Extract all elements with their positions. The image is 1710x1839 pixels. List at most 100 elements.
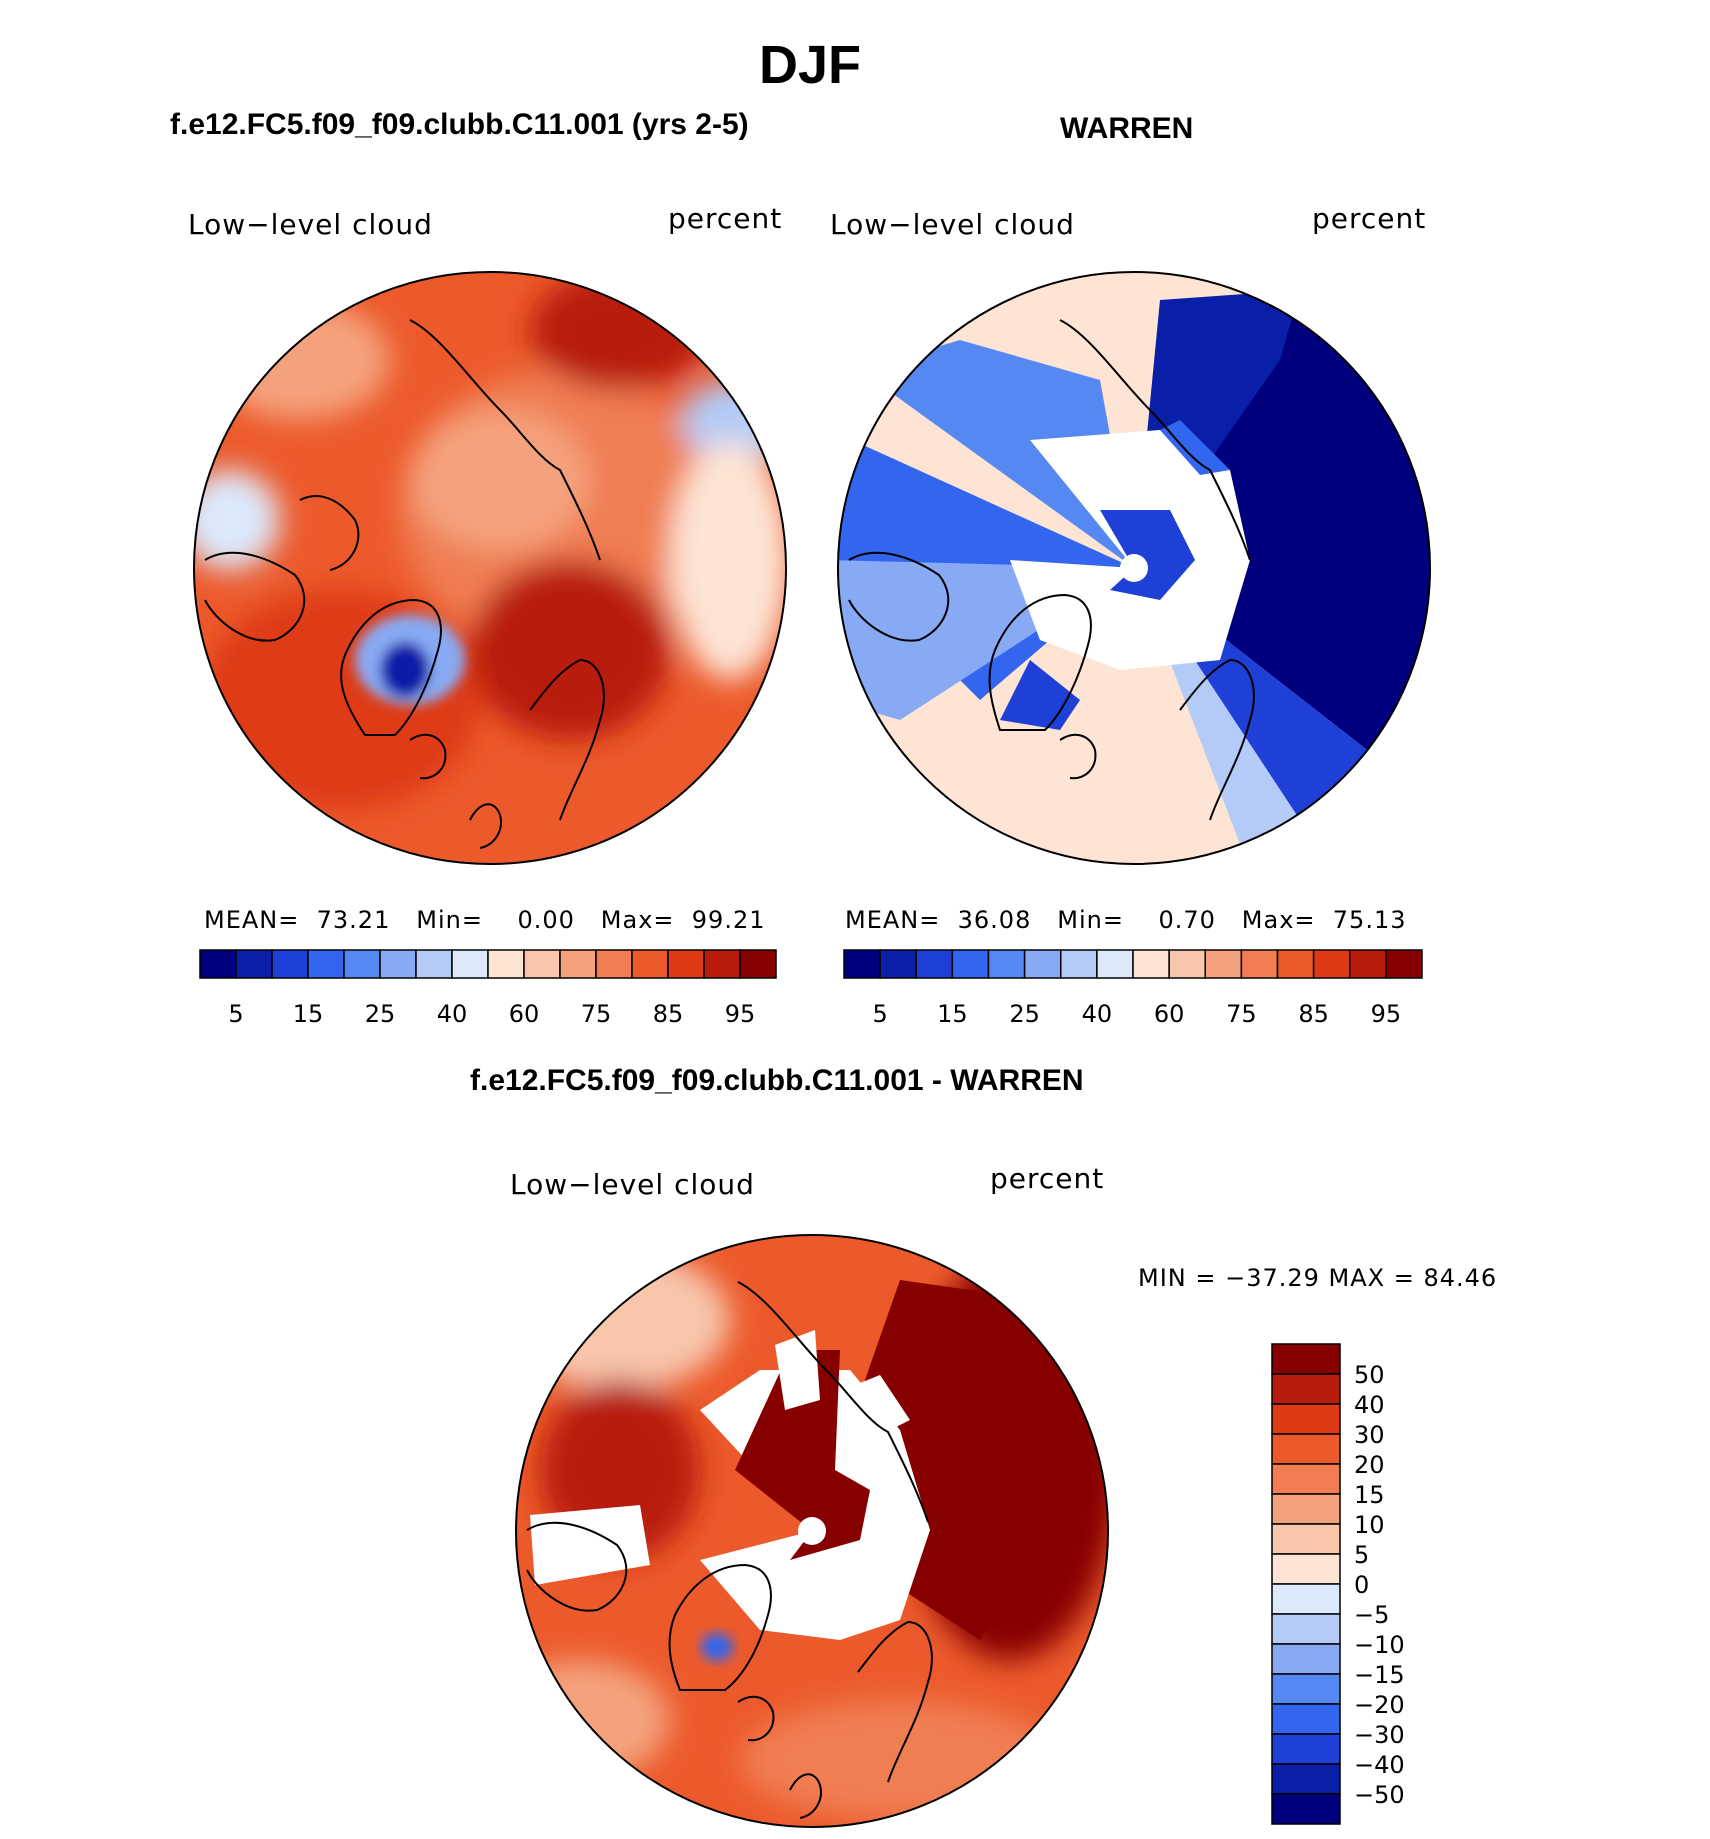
diff-panel-title: f.e12.FC5.f09_f09.clubb.C11.001 - WARREN (470, 1064, 1084, 1097)
right-colorbar-tick-label: 75 (1226, 1000, 1257, 1028)
left-map-border (193, 271, 787, 865)
diff-colorbar-swatch-4 (1271, 1463, 1341, 1495)
right-colorbar-swatch-15 (1385, 949, 1423, 979)
left-mean-value: 73.21 (316, 906, 391, 934)
right-colorbar-swatch-7 (1096, 949, 1134, 979)
right-coast-north-america (848, 551, 950, 642)
right-colorbar-tick-label: 15 (937, 1000, 968, 1028)
diff-colorbar-swatch-3 (1271, 1433, 1341, 1465)
diff-minmax: MIN = −37.29 MAX = 84.46 (1138, 1264, 1498, 1292)
diff-colorbar-tick-label: 0 (1354, 1571, 1369, 1599)
left-coast-siberia (409, 319, 601, 561)
left-colorbar-swatch-0 (199, 949, 237, 979)
diff-coastlines (526, 1281, 933, 1819)
left-colorbar-tick-label: 25 (365, 1000, 396, 1028)
left-colorbar-tick-label: 95 (725, 1000, 756, 1028)
right-colorbar-swatch-2 (915, 949, 954, 979)
diff-colorbar-tick-label: −50 (1354, 1781, 1405, 1809)
right-map-border (837, 271, 1431, 865)
left-bering-field (530, 272, 710, 390)
diff-colorbar-swatch-10 (1271, 1643, 1341, 1675)
left-coast-iceland (409, 733, 447, 780)
left-map (194, 272, 786, 864)
diff-colorbar-tick-label: −40 (1354, 1751, 1405, 1779)
right-mean-label: MEAN= (845, 906, 941, 934)
right-colorbar-swatch-5 (1023, 949, 1062, 979)
left-min-label: Min= (416, 906, 483, 934)
figure-title: DJF (758, 35, 861, 95)
right-colorbar-swatch-4 (987, 949, 1026, 979)
right-coast-siberia (1059, 319, 1251, 561)
left-colorbar-swatch-6 (415, 949, 453, 979)
left-colorbar-swatch-11 (595, 949, 633, 979)
left-colorbar-tick-label: 85 (653, 1000, 684, 1028)
right-colorbar-swatch-13 (1312, 949, 1351, 979)
diff-coast-britain (789, 1773, 822, 1819)
left-min-value: 0.00 (517, 906, 575, 934)
left-coastlines (204, 319, 605, 849)
left-siberia-field (210, 300, 390, 420)
diff-colorbar-tick-label: 20 (1354, 1451, 1385, 1479)
diff-north-pacific-field (516, 1250, 730, 1390)
right-colorbar-swatch-0 (843, 949, 881, 979)
diff-colorbar-swatch-2 (1271, 1403, 1341, 1435)
diff-colorbar-tick-label: −20 (1354, 1691, 1405, 1719)
diff-variable-label: Low−level cloud (510, 1168, 755, 1201)
right-colorbar-tick-label: 40 (1082, 1000, 1113, 1028)
left-colorbar-swatch-15 (739, 949, 777, 979)
right-max-label: Max= (1241, 906, 1316, 934)
diff-map-border (515, 1234, 1109, 1828)
right-min-label: Min= (1057, 906, 1124, 934)
diff-coast-north-america (526, 1521, 628, 1612)
right-min-value: 0.70 (1158, 906, 1216, 934)
left-max-value: 99.21 (691, 906, 766, 934)
left-east-field (670, 440, 786, 680)
right-pole-hole (1120, 554, 1148, 582)
left-colorbar-tick-label: 15 (293, 1000, 324, 1028)
diff-colorbar-tick-label: 30 (1354, 1421, 1385, 1449)
left-coast-greenland (340, 598, 442, 736)
right-colorbar-swatch-8 (1132, 949, 1170, 979)
left-colorbar-swatch-5 (379, 949, 417, 979)
left-colorbar-tick-label: 75 (581, 1000, 612, 1028)
diff-colorbar-tick-label: −10 (1354, 1631, 1405, 1659)
right-coast-iceland (1059, 733, 1097, 780)
right-colorbar-swatch-10 (1204, 949, 1243, 979)
left-variable-label: Low−level cloud (188, 208, 433, 241)
diff-colorbar-swatch-6 (1271, 1523, 1341, 1555)
diff-colorbar-tick-label: −30 (1354, 1721, 1405, 1749)
diff-colorbar-tick-label: −15 (1354, 1661, 1405, 1689)
left-colorbar-swatch-3 (307, 949, 345, 979)
left-colorbar-swatch-10 (559, 949, 597, 979)
diff-colorbar-swatch-7 (1271, 1553, 1341, 1585)
right-far-east-field (1134, 568, 1430, 864)
left-max-label: Max= (600, 906, 675, 934)
right-coast-scandinavia (1179, 658, 1255, 821)
diff-colorbar-tick-label: 10 (1354, 1511, 1385, 1539)
right-colorbar-swatch-9 (1168, 949, 1206, 979)
right-colorbar-tick-label: 60 (1154, 1000, 1185, 1028)
left-colorbar-swatch-4 (343, 949, 381, 979)
right-colorbar-tick-label: 95 (1371, 1000, 1402, 1028)
left-coast-britain (469, 803, 502, 849)
diff-colorbar-tick-label: 40 (1354, 1391, 1385, 1419)
diff-missing-wedge-b (855, 1375, 910, 1435)
diff-coast-iceland (737, 1695, 775, 1742)
diff-colorbar-tick-label: 50 (1354, 1361, 1385, 1389)
right-colorbar-tick-label: 25 (1009, 1000, 1040, 1028)
left-coast-scandinavia (529, 658, 605, 821)
diff-colorbar-tick-label: 5 (1354, 1541, 1369, 1569)
diff-colorbar-swatch-5 (1271, 1493, 1341, 1525)
diff-atlantic-field (516, 1660, 670, 1780)
right-units-label: percent (1312, 202, 1427, 235)
left-colorbar-swatch-9 (523, 949, 561, 979)
right-colorbar-swatch-3 (951, 949, 990, 979)
diff-colorbar-swatch-13 (1271, 1733, 1341, 1765)
right-canada-field (860, 340, 1134, 568)
left-coast-archipelago (299, 495, 360, 571)
left-colorbar-swatch-1 (235, 949, 273, 979)
diff-colorbar-swatch-15 (1271, 1793, 1341, 1825)
left-norwegian-sea-field (470, 560, 670, 740)
left-colorbar-tick-label: 60 (509, 1000, 540, 1028)
left-colorbar-swatch-14 (703, 949, 741, 979)
